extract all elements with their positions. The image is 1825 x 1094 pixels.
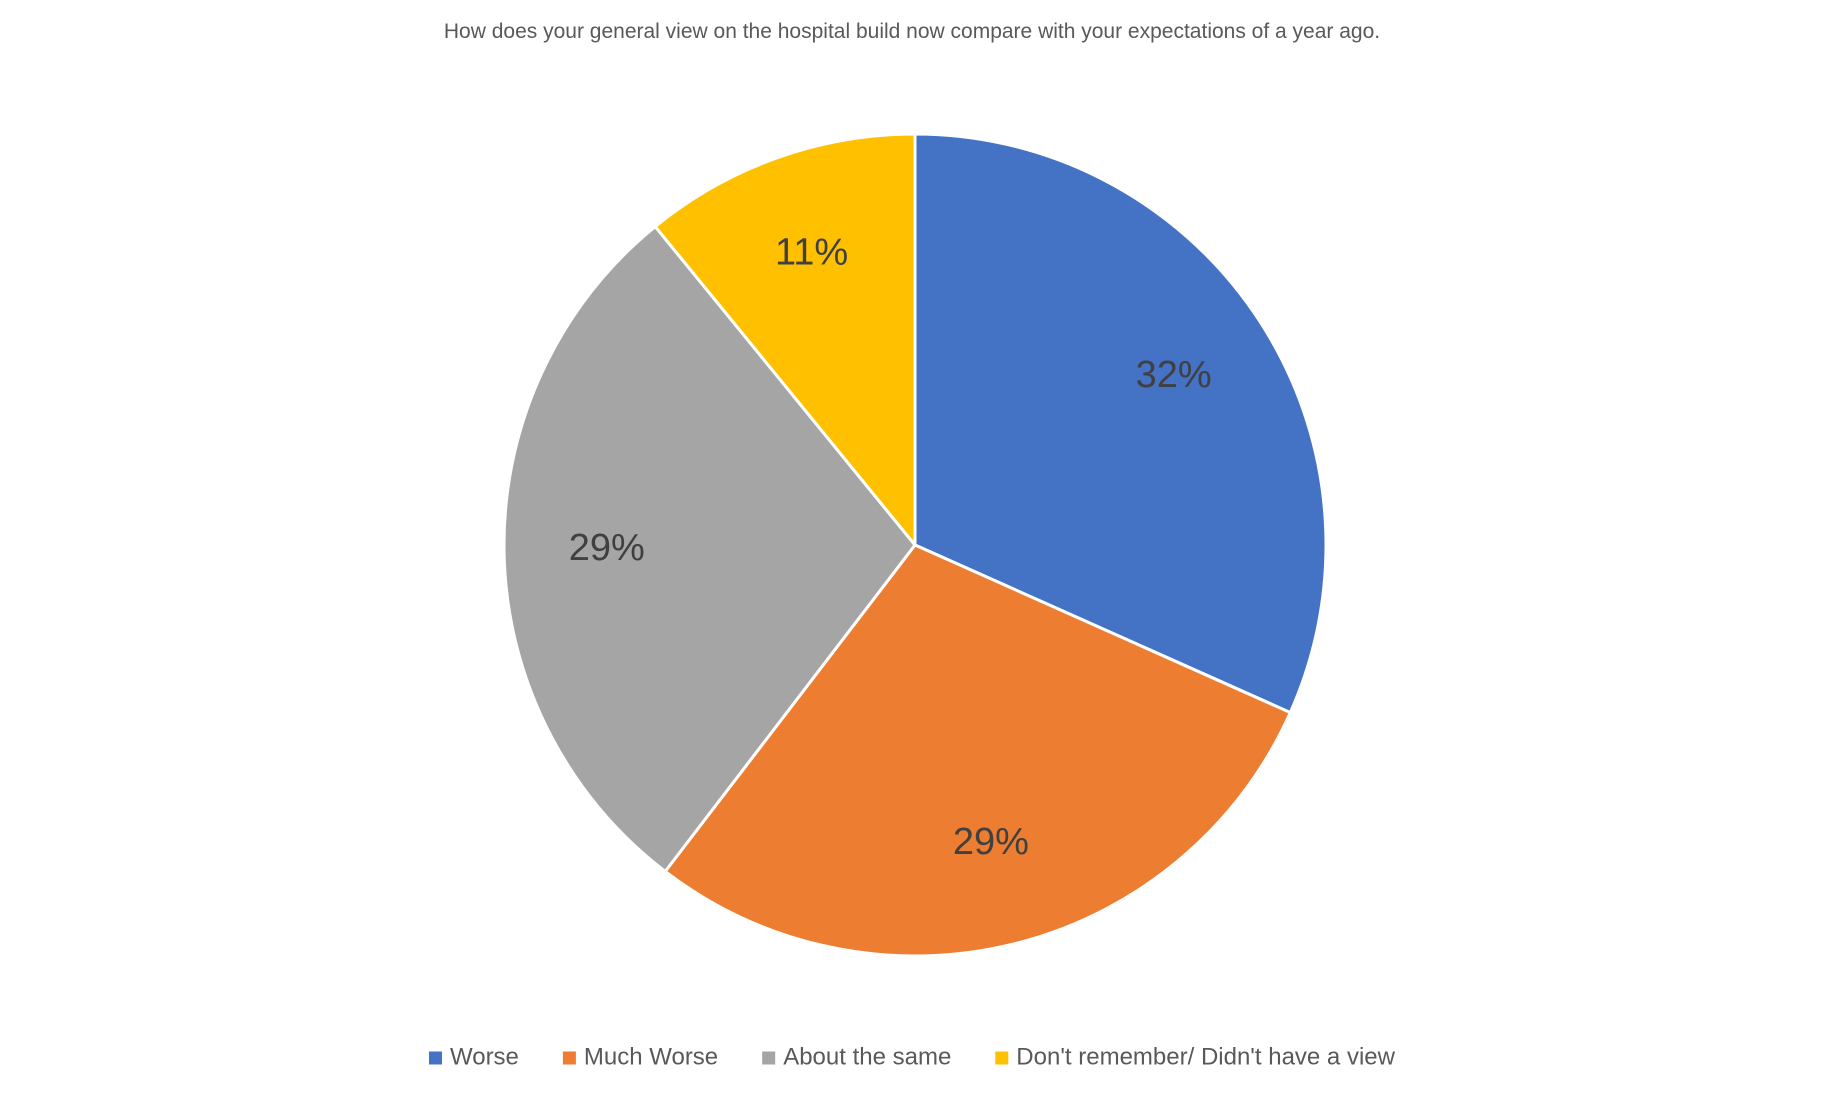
legend-swatch-worse xyxy=(429,1051,442,1065)
legend-swatch-about-the-same xyxy=(762,1051,776,1065)
data-label-worse: 32% xyxy=(1136,354,1212,396)
pie-slices xyxy=(502,132,1328,958)
pie-slice-don-t-remember-didn-t-have-a-view xyxy=(653,132,917,547)
data-labels: 32% 29% 29% 11% xyxy=(569,232,1212,863)
legend-label-much-worse: Much Worse xyxy=(584,1043,718,1070)
legend-label-don-t-remember-didn-t-have-a-view: Don't remember/ Didn't have a view xyxy=(1016,1043,1395,1070)
data-label-much-worse: 29% xyxy=(953,821,1029,863)
legend-swatch-don-t-remember-didn-t-have-a-view xyxy=(995,1051,1009,1065)
legend-swatch-much-worse xyxy=(562,1051,576,1065)
legend: Worse Much Worse About the same Don't remem… xyxy=(429,1043,1396,1070)
chart-title: How does your general view on the hospit… xyxy=(444,20,1380,43)
data-label-don-t-remember-didn-t-have-a-view: 11% xyxy=(775,232,848,274)
legend-label-about-the-same: About the same xyxy=(783,1043,951,1070)
pie-slice-about-the-same xyxy=(502,225,917,873)
pie-slice-worse xyxy=(913,132,1328,715)
legend-item-much-worse: Much Worse xyxy=(562,1043,718,1070)
data-label-about-the-same: 29% xyxy=(569,527,645,569)
pie-slice-much-worse xyxy=(663,543,1292,958)
legend-label-worse: Worse xyxy=(450,1043,519,1070)
legend-item-don-t-remember-didn-t-have-a-view: Don't remember/ Didn't have a view xyxy=(995,1043,1396,1070)
legend-item-about-the-same: About the same xyxy=(762,1043,951,1070)
legend-item-worse: Worse xyxy=(429,1043,519,1070)
